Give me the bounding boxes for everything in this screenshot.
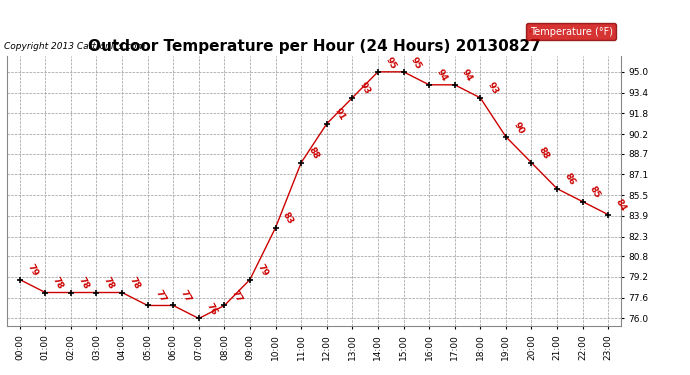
- Text: Copyright 2013 Cartronics.com: Copyright 2013 Cartronics.com: [4, 42, 145, 51]
- Text: 76: 76: [204, 302, 219, 317]
- Text: 95: 95: [384, 55, 397, 70]
- Text: 93: 93: [486, 81, 500, 96]
- Text: 79: 79: [26, 262, 39, 278]
- Text: 78: 78: [102, 276, 116, 291]
- Legend: Temperature (°F): Temperature (°F): [526, 23, 616, 40]
- Text: 77: 77: [179, 288, 193, 304]
- Text: 78: 78: [128, 276, 141, 291]
- Text: 90: 90: [511, 120, 526, 135]
- Text: 83: 83: [281, 211, 295, 226]
- Title: Outdoor Temperature per Hour (24 Hours) 20130827: Outdoor Temperature per Hour (24 Hours) …: [88, 39, 540, 54]
- Text: 93: 93: [358, 81, 372, 96]
- Text: 88: 88: [537, 146, 551, 161]
- Text: 95: 95: [409, 55, 423, 70]
- Text: 78: 78: [77, 276, 90, 291]
- Text: 94: 94: [435, 68, 448, 83]
- Text: 78: 78: [51, 276, 65, 291]
- Text: 77: 77: [153, 288, 168, 304]
- Text: 84: 84: [614, 198, 628, 213]
- Text: 94: 94: [460, 68, 475, 83]
- Text: 86: 86: [562, 172, 577, 187]
- Text: 88: 88: [307, 146, 321, 161]
- Text: 85: 85: [588, 185, 602, 200]
- Text: 91: 91: [333, 107, 346, 122]
- Text: 79: 79: [255, 262, 270, 278]
- Text: 77: 77: [230, 288, 244, 304]
